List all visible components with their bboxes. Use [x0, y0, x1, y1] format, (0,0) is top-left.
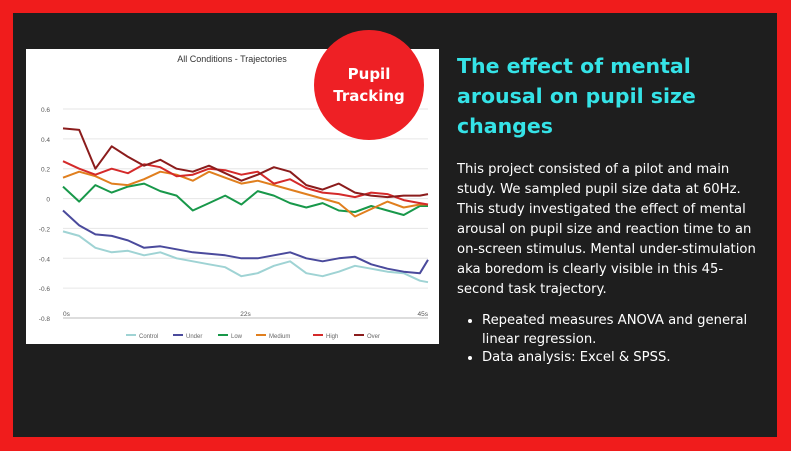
- series-line-medium: [62, 170, 428, 218]
- bullet-item: Data analysis: Excel & SPSS.: [482, 349, 782, 368]
- series-line-over: [62, 127, 429, 199]
- y-tick-label: -0.2: [39, 226, 51, 233]
- legend-label: Control: [139, 334, 158, 340]
- series-line-under: [62, 209, 429, 275]
- project-description: This project consisted of a pilot and ma…: [457, 162, 756, 297]
- x-tick-label: 45s: [418, 311, 429, 318]
- pupil-tracking-badge: Pupil Tracking: [314, 30, 424, 140]
- y-tick-label: 0.4: [41, 137, 50, 144]
- y-tick-label: 0: [46, 197, 50, 204]
- series-line-low: [62, 182, 428, 216]
- headline: The effect of mental arousal on pupil si…: [457, 54, 696, 138]
- y-tick-label: -0.4: [39, 256, 51, 263]
- y-tick-label: -0.8: [39, 316, 51, 323]
- x-tick-label: 0s: [63, 311, 71, 318]
- x-tick-label: 22s: [240, 311, 251, 318]
- legend-label: Low: [231, 334, 243, 340]
- y-tick-label: 0.2: [41, 167, 50, 174]
- pupil-trajectory-chart: All Conditions - Trajectories 0.6 0.4 0.2 0 -…: [39, 54, 429, 340]
- legend-label: High: [326, 334, 338, 340]
- series-line-high: [62, 160, 429, 206]
- badge-line-1: Pupil: [347, 65, 391, 83]
- badge-line-2: Tracking: [333, 87, 405, 105]
- bullet-item: Repeated measures ANOVA and general line…: [482, 312, 782, 349]
- legend-label: Under: [186, 334, 202, 340]
- legend-label: Over: [367, 334, 380, 340]
- legend-label: Medium: [269, 334, 290, 340]
- series-line-control: [62, 230, 429, 284]
- bullet-list: Repeated measures ANOVA and general line…: [464, 312, 782, 368]
- chart-title: All Conditions - Trajectories: [177, 54, 287, 64]
- y-tick-label: 0.6: [41, 107, 50, 114]
- y-tick-label: -0.6: [39, 286, 51, 293]
